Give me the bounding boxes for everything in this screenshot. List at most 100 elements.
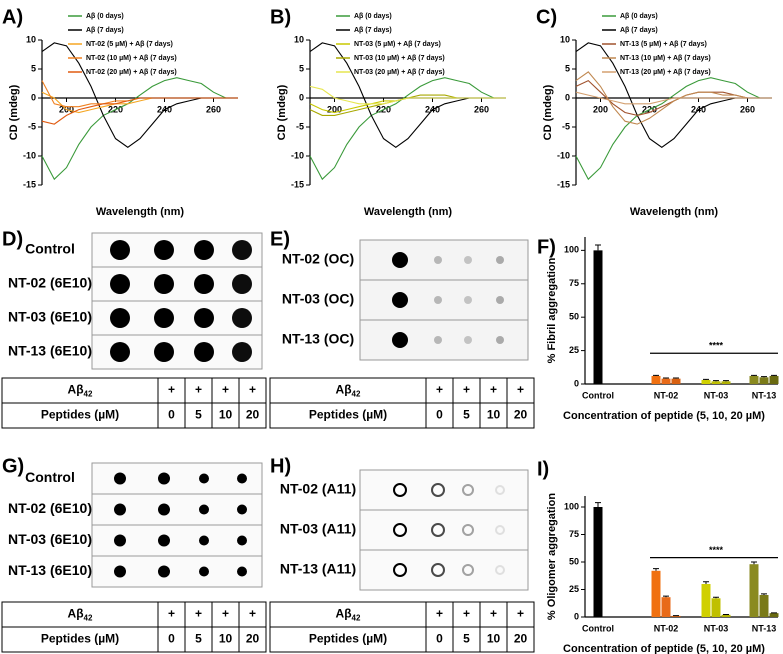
- dot: [495, 565, 505, 575]
- dot: [237, 566, 247, 577]
- significance-label: ****: [709, 341, 724, 351]
- dot: [462, 564, 474, 576]
- dot: [114, 565, 126, 578]
- x-axis-label: Concentration of peptide (5, 10, 20 µM): [563, 410, 765, 422]
- table-cell: +: [517, 607, 524, 621]
- dot: [496, 296, 504, 304]
- y-tick-label: 10: [26, 34, 36, 44]
- bar: [651, 375, 661, 384]
- error-bar: [713, 380, 719, 382]
- dot: [194, 240, 214, 260]
- bar: [651, 570, 661, 617]
- table-cell: 0: [168, 632, 175, 646]
- dot: [194, 274, 214, 294]
- error-bar: [703, 378, 709, 380]
- cd-line: [41, 80, 238, 108]
- blot-row-label: NT-02 (A11): [280, 481, 356, 497]
- y-tick-label: -10: [23, 150, 36, 160]
- table-cell: +: [222, 383, 229, 397]
- cd-line: [575, 77, 772, 181]
- legend-label: Aβ (7 days): [354, 27, 392, 34]
- y-tick-label: 10: [294, 34, 304, 44]
- table-cell: 10: [219, 632, 233, 646]
- table-cell: +: [463, 607, 470, 621]
- table-cell: +: [490, 607, 497, 621]
- y-tick-label: -5: [562, 121, 570, 131]
- x-tick-label: NT-02: [654, 390, 679, 400]
- panel-label: G): [2, 455, 24, 477]
- table-row-label: Aβ42: [336, 383, 361, 399]
- blot-row-label: NT-02 (OC): [282, 251, 354, 267]
- table-row-label: Aβ42: [336, 607, 361, 623]
- x-axis-label: Wavelength (nm): [364, 206, 453, 218]
- dot: [462, 484, 474, 496]
- x-axis-label: Wavelength (nm): [630, 206, 719, 218]
- legend-label: NT-02 (5 µM) + Aβ (7 days): [86, 41, 173, 48]
- cd-line: [309, 85, 506, 105]
- panel-label: B): [270, 6, 291, 28]
- cd-line: [41, 77, 238, 181]
- y-tick-label: -15: [23, 179, 36, 189]
- y-tick-label: 5: [31, 63, 36, 73]
- bar: [769, 613, 779, 617]
- dot: [393, 563, 407, 577]
- table-cell: 0: [168, 408, 175, 422]
- y-tick-label: 0: [31, 92, 36, 102]
- y-tick-label: 25: [569, 345, 579, 355]
- y-tick-label: -5: [296, 121, 304, 131]
- dot: [114, 503, 126, 516]
- x-tick-label: 200: [327, 104, 342, 114]
- x-tick-label: NT-03: [704, 623, 729, 633]
- table-row-label: Peptides (µM): [309, 632, 387, 646]
- bar: [593, 507, 603, 617]
- y-tick-label: 0: [299, 92, 304, 102]
- legend-label: Aβ (0 days): [620, 13, 658, 20]
- dot: [154, 240, 174, 260]
- dot: [495, 485, 505, 495]
- dot: [434, 336, 442, 344]
- significance-label: ****: [709, 545, 724, 555]
- table-cell: 5: [463, 408, 470, 422]
- table-cell: 10: [487, 408, 501, 422]
- dot: [114, 472, 126, 485]
- y-tick-label: -5: [28, 121, 36, 131]
- dot: [199, 504, 209, 515]
- dot: [232, 342, 252, 362]
- bar: [749, 564, 759, 617]
- y-tick-label: 50: [569, 312, 579, 322]
- table-cell: 10: [487, 632, 501, 646]
- error-bar: [713, 596, 719, 599]
- dot: [464, 296, 472, 304]
- table-cell: +: [222, 607, 229, 621]
- y-axis-label: % Oligomer aggregation: [546, 493, 558, 620]
- blot-row-label: NT-03 (6E10): [8, 309, 92, 325]
- y-axis-label: CD (mdeg): [276, 84, 288, 140]
- dot: [158, 503, 170, 516]
- error-bar: [751, 374, 757, 376]
- x-axis-label: Wavelength (nm): [96, 206, 185, 218]
- legend-label: Aβ (0 days): [86, 13, 124, 20]
- y-axis-label: CD (mdeg): [542, 84, 554, 140]
- bar: [593, 250, 603, 384]
- y-tick-label: 0: [574, 378, 579, 388]
- error-bar: [703, 581, 709, 584]
- blot-row-label: NT-13 (OC): [282, 331, 354, 347]
- table-cell: 20: [246, 632, 260, 646]
- label-subscript: 42: [84, 390, 93, 399]
- x-tick-label: NT-13: [752, 390, 777, 400]
- error-bar: [723, 380, 729, 382]
- dot: [199, 535, 209, 546]
- y-tick-label: 0: [574, 611, 579, 621]
- dot: [237, 473, 247, 484]
- label-text: Aβ: [68, 383, 84, 397]
- bar: [721, 614, 731, 617]
- table-row-label: Aβ42: [68, 383, 93, 399]
- table-row-label: Aβ42: [68, 607, 93, 623]
- y-tick-label: -15: [291, 179, 304, 189]
- bar: [671, 615, 681, 617]
- legend-label: NT-13 (5 µM) + Aβ (7 days): [620, 41, 707, 48]
- bar: [711, 598, 721, 617]
- table-row-label: Peptides (µM): [41, 408, 119, 422]
- dot: [110, 274, 130, 294]
- dot: [158, 565, 170, 578]
